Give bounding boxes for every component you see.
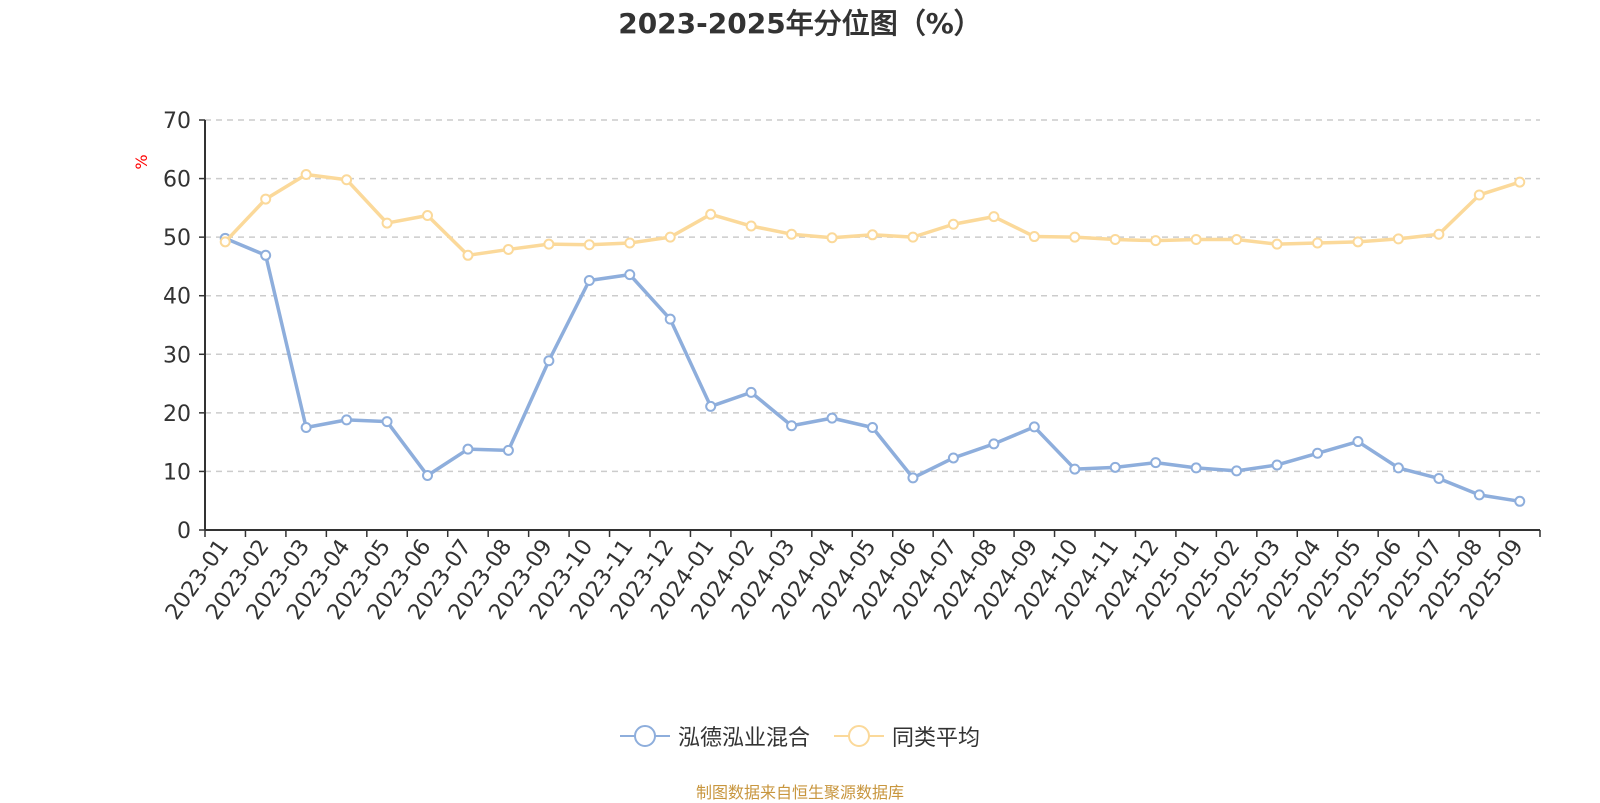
data-point[interactable] xyxy=(543,238,555,250)
data-point[interactable] xyxy=(826,412,838,424)
data-point[interactable] xyxy=(502,444,514,456)
series-2 xyxy=(219,168,1526,261)
data-point[interactable] xyxy=(705,208,717,220)
series-1 xyxy=(219,232,1526,507)
data-point[interactable] xyxy=(1069,231,1081,243)
data-point[interactable] xyxy=(1392,233,1404,245)
data-point[interactable] xyxy=(907,231,919,243)
data-point[interactable] xyxy=(1433,228,1445,240)
data-point[interactable] xyxy=(664,313,676,325)
data-point[interactable] xyxy=(462,249,474,261)
legend-item-series-2[interactable]: 同类平均 xyxy=(834,720,980,752)
y-tick-label: 70 xyxy=(163,109,191,134)
data-point[interactable] xyxy=(422,470,433,482)
data-point[interactable] xyxy=(260,249,272,261)
data-point[interactable] xyxy=(1150,235,1162,247)
data-point[interactable] xyxy=(260,193,272,205)
data-point[interactable] xyxy=(381,416,393,428)
legend-label-series-2: 同类平均 xyxy=(892,726,981,751)
data-point[interactable] xyxy=(543,355,555,367)
chart-title: 2023-2025年分位图（%） xyxy=(618,7,982,40)
series-lines xyxy=(219,168,1526,507)
y-tick-label: 40 xyxy=(163,285,191,310)
data-point[interactable] xyxy=(1109,233,1121,245)
data-point[interactable] xyxy=(381,217,393,229)
data-point[interactable] xyxy=(947,218,959,230)
data-point[interactable] xyxy=(583,239,595,251)
data-point[interactable] xyxy=(1109,461,1121,473)
data-point[interactable] xyxy=(1352,236,1364,248)
data-point[interactable] xyxy=(705,400,717,412)
data-point[interactable] xyxy=(1473,189,1485,201)
data-point[interactable] xyxy=(624,237,636,249)
y-axis-label: % xyxy=(132,154,151,169)
data-point[interactable] xyxy=(1312,237,1323,249)
data-point[interactable] xyxy=(341,414,353,426)
data-point[interactable] xyxy=(1190,233,1202,245)
data-point[interactable] xyxy=(1514,176,1526,188)
y-tick-label: 10 xyxy=(163,460,191,485)
legend-marker-series-1 xyxy=(619,725,670,747)
data-point[interactable] xyxy=(1231,233,1243,245)
data-point[interactable] xyxy=(1190,462,1202,474)
data-point[interactable] xyxy=(1069,463,1081,475)
data-point[interactable] xyxy=(988,438,1000,450)
data-point[interactable] xyxy=(907,472,919,484)
legend-item-series-1[interactable]: 泓德泓业混合 xyxy=(619,720,810,752)
data-point[interactable] xyxy=(745,386,757,398)
data-point[interactable] xyxy=(664,231,676,243)
y-tick-label: 20 xyxy=(163,402,191,427)
data-point[interactable] xyxy=(462,443,474,455)
data-point[interactable] xyxy=(1392,462,1404,474)
data-point[interactable] xyxy=(1231,465,1243,477)
data-point[interactable] xyxy=(341,174,353,186)
data-point[interactable] xyxy=(219,236,231,248)
data-point[interactable] xyxy=(1312,447,1323,459)
data-point[interactable] xyxy=(988,211,1000,223)
data-point[interactable] xyxy=(1271,459,1283,471)
data-point[interactable] xyxy=(826,232,838,244)
source-note: 制图数据来自恒生聚源数据库 xyxy=(695,783,904,802)
data-point[interactable] xyxy=(502,243,514,255)
data-point[interactable] xyxy=(867,229,878,241)
axes: 010203040506070%2023-012023-022023-03202… xyxy=(132,109,1541,625)
data-point[interactable] xyxy=(1150,457,1162,469)
data-point[interactable] xyxy=(745,220,757,232)
data-point[interactable] xyxy=(1473,489,1485,501)
data-point[interactable] xyxy=(300,422,312,433)
data-point[interactable] xyxy=(1352,436,1364,448)
legend: 泓德泓业混合 同类平均 xyxy=(0,720,1600,752)
y-tick-label: 0 xyxy=(177,519,191,544)
legend-marker-series-2 xyxy=(834,725,884,747)
data-point[interactable] xyxy=(867,422,878,433)
y-tick-label: 60 xyxy=(163,168,191,193)
data-point[interactable] xyxy=(947,452,959,464)
data-point[interactable] xyxy=(1028,421,1040,433)
data-point[interactable] xyxy=(786,228,798,240)
legend-label-series-1: 泓德泓业混合 xyxy=(677,726,810,751)
data-point[interactable] xyxy=(624,269,636,281)
grid-lines xyxy=(205,119,1540,473)
data-point[interactable] xyxy=(583,274,595,286)
data-point[interactable] xyxy=(1433,472,1445,484)
data-point[interactable] xyxy=(1514,495,1526,507)
y-tick-label: 30 xyxy=(163,343,191,368)
y-tick-label: 50 xyxy=(163,226,191,251)
series-line xyxy=(224,236,1521,504)
data-point[interactable] xyxy=(300,168,312,180)
data-point[interactable] xyxy=(786,420,798,432)
series-line xyxy=(223,172,1521,258)
data-point[interactable] xyxy=(422,209,433,221)
data-point[interactable] xyxy=(1271,238,1283,250)
data-point[interactable] xyxy=(1028,231,1040,243)
